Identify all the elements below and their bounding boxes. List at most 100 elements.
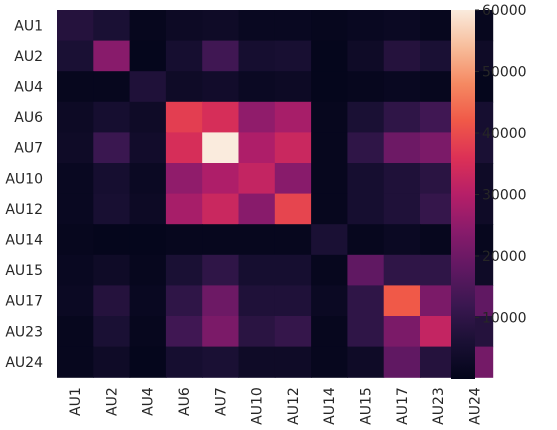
heatmap-cell-AU14-AU10 [238, 224, 276, 256]
heatmap-cell-AU17-AU12 [274, 285, 312, 317]
heatmap-cell-AU17-AU1 [57, 285, 94, 317]
heatmap-cell-AU15-AU17 [383, 254, 421, 286]
heatmap-cell-AU4-AU7 [202, 71, 240, 103]
heatmap-cell-AU6-AU17 [383, 101, 421, 133]
heatmap-cell-AU17-AU15 [347, 285, 385, 317]
y-tick-label: AU17 [5, 294, 43, 310]
colorbar-tick-label: 50000 [482, 65, 527, 81]
heatmap-cell-AU7-AU10 [238, 132, 276, 164]
heatmap-cell-AU2-AU17 [383, 40, 421, 72]
heatmap-cell-AU12-AU7 [202, 193, 240, 225]
heatmap-cell-AU12-AU6 [165, 193, 203, 225]
heatmap-cell-AU7-AU2 [93, 132, 131, 164]
x-tick-label: AU6 [177, 387, 193, 416]
heatmap-cell-AU2-AU12 [274, 40, 312, 72]
x-tick-label: AU14 [322, 387, 338, 425]
heatmap-cell-AU4-AU12 [274, 71, 312, 103]
y-tick-label: AU10 [5, 171, 43, 187]
heatmap-cell-AU23-AU17 [383, 316, 421, 348]
heatmap-cell-AU7-AU17 [383, 132, 421, 164]
heatmap-cell-AU24-AU1 [57, 346, 94, 378]
heatmap-cell-AU15-AU2 [93, 254, 131, 286]
heatmap-cells [57, 10, 494, 378]
heatmap-cell-AU24-AU10 [238, 346, 276, 378]
heatmap-cell-AU15-AU15 [347, 254, 385, 286]
heatmap-cell-AU15-AU4 [129, 254, 167, 286]
heatmap-cell-AU12-AU10 [238, 193, 276, 225]
heatmap-cell-AU14-AU17 [383, 224, 421, 256]
heatmap-cell-AU10-AU10 [238, 163, 276, 195]
heatmap-cell-AU10-AU6 [165, 163, 203, 195]
y-tick-label: AU2 [14, 49, 43, 65]
y-tick-label: AU15 [5, 263, 43, 279]
heatmap-cell-AU6-AU6 [165, 101, 203, 133]
heatmap-cell-AU23-AU14 [311, 316, 348, 348]
heatmap-cell-AU17-AU4 [129, 285, 167, 317]
heatmap-cell-AU4-AU4 [129, 71, 167, 103]
heatmap-cell-AU6-AU10 [238, 101, 276, 133]
heatmap-cell-AU24-AU4 [129, 346, 167, 378]
heatmap-cell-AU15-AU14 [311, 254, 348, 286]
heatmap-cell-AU10-AU7 [202, 163, 240, 195]
heatmap-cell-AU6-AU7 [202, 101, 240, 133]
heatmap-cell-AU12-AU1 [57, 193, 94, 225]
heatmap-cell-AU10-AU2 [93, 163, 131, 195]
heatmap-cell-AU23-AU10 [238, 316, 276, 348]
heatmap-cell-AU1-AU10 [238, 10, 276, 42]
heatmap-cell-AU4-AU17 [383, 71, 421, 103]
y-tick-label: AU24 [5, 355, 43, 371]
heatmap-cell-AU6-AU14 [311, 101, 348, 133]
colorbar-tick-label: 30000 [482, 188, 527, 204]
heatmap-cell-AU23-AU15 [347, 316, 385, 348]
x-tick-label: AU4 [141, 387, 157, 416]
heatmap-cell-AU6-AU15 [347, 101, 385, 133]
heatmap-cell-AU24-AU23 [420, 346, 457, 378]
heatmap-cell-AU2-AU4 [129, 40, 167, 72]
y-tick-label: AU23 [5, 324, 43, 340]
heatmap-cell-AU2-AU14 [311, 40, 348, 72]
heatmap-cell-AU1-AU2 [93, 10, 131, 42]
x-tick-label: AU17 [395, 387, 411, 425]
y-tick-label: AU12 [5, 202, 43, 218]
heatmap-cell-AU7-AU12 [274, 132, 312, 164]
heatmap-cell-AU1-AU23 [420, 10, 457, 42]
heatmap-cell-AU6-AU1 [57, 101, 94, 133]
heatmap-cell-AU23-AU1 [57, 316, 94, 348]
heatmap-cell-AU24-AU7 [202, 346, 240, 378]
x-tick-label: AU2 [104, 387, 120, 416]
heatmap-cell-AU10-AU17 [383, 163, 421, 195]
heatmap-cell-AU12-AU4 [129, 193, 167, 225]
heatmap-cell-AU7-AU15 [347, 132, 385, 164]
heatmap-cell-AU23-AU6 [165, 316, 203, 348]
heatmap-cell-AU6-AU4 [129, 101, 167, 133]
heatmap-cell-AU1-AU6 [165, 10, 203, 42]
heatmap-cell-AU24-AU15 [347, 346, 385, 378]
x-tick-label: AU7 [213, 387, 229, 416]
heatmap-cell-AU12-AU14 [311, 193, 348, 225]
heatmap-cell-AU1-AU17 [383, 10, 421, 42]
heatmap-cell-AU2-AU6 [165, 40, 203, 72]
y-tick-label: AU4 [14, 80, 43, 96]
colorbar-tick-label: 40000 [482, 126, 527, 142]
heatmap-cell-AU23-AU7 [202, 316, 240, 348]
heatmap-cell-AU6-AU2 [93, 101, 131, 133]
heatmap-cell-AU4-AU6 [165, 71, 203, 103]
colorbar-tick-label: 20000 [482, 249, 527, 265]
x-tick-label: AU15 [359, 387, 375, 425]
heatmap-cell-AU24-AU17 [383, 346, 421, 378]
heatmap-cell-AU2-AU23 [420, 40, 457, 72]
heatmap-cell-AU10-AU4 [129, 163, 167, 195]
heatmap-cell-AU2-AU1 [57, 40, 94, 72]
heatmap-cell-AU14-AU2 [93, 224, 131, 256]
heatmap-cell-AU7-AU23 [420, 132, 457, 164]
heatmap-cell-AU14-AU14 [311, 224, 348, 256]
heatmap-cell-AU15-AU7 [202, 254, 240, 286]
heatmap-cell-AU12-AU17 [383, 193, 421, 225]
x-tick-label: AU23 [431, 387, 447, 425]
heatmap-cell-AU24-AU12 [274, 346, 312, 378]
colorbar-tick-labels: 10000 20000 30000 40000 50000 60000 [475, 3, 527, 327]
heatmap-cell-AU12-AU23 [420, 193, 457, 225]
heatmap-cell-AU1-AU15 [347, 10, 385, 42]
heatmap-cell-AU7-AU1 [57, 132, 94, 164]
